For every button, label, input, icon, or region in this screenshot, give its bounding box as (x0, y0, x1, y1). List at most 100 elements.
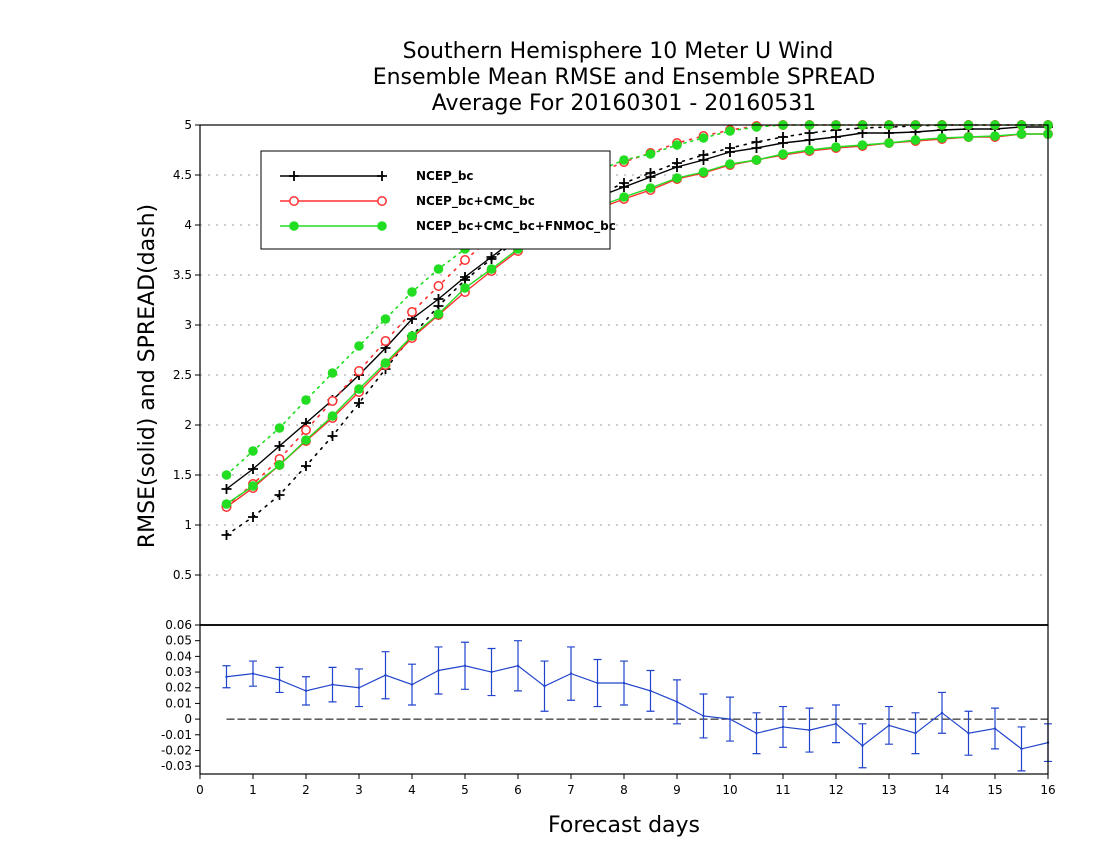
difference-point (304, 689, 308, 693)
legend-label: NCEP_bc (416, 169, 474, 184)
rmse-point (831, 142, 841, 152)
difference-point (331, 683, 334, 686)
spread-point (354, 341, 364, 351)
rmse-point (407, 331, 417, 341)
rmse-point (486, 264, 497, 274)
difference-point (755, 732, 758, 735)
rmse-point (698, 155, 709, 165)
spread-point (248, 512, 258, 522)
spread-point (354, 398, 364, 408)
rmse-point (460, 283, 470, 293)
y-tick-label: 2.5 (173, 368, 192, 382)
rmse-point (857, 140, 868, 150)
rmse-point (672, 162, 682, 172)
difference-point (781, 725, 785, 729)
y-tick-label: 1.5 (173, 468, 192, 482)
x-tick-label: 8 (620, 783, 628, 797)
legend-marker (377, 171, 387, 181)
difference-point (596, 681, 599, 685)
spread-point (221, 530, 232, 540)
x-tick-label: 4 (408, 783, 416, 797)
difference-line (226, 665, 1049, 750)
difference-point (410, 683, 414, 686)
spread-point (274, 423, 285, 433)
rmse-point (725, 159, 735, 169)
y-tick-label: 1 (184, 518, 192, 532)
legend-entry-3: NCEP_bc+CMC_bc+FNMOC_bc (280, 219, 616, 234)
spread-point (698, 133, 709, 143)
y-tick-label: -0.01 (161, 728, 192, 742)
rmse-point (433, 294, 444, 304)
chart-title-line-1: Southern Hemisphere 10 Meter U Wind (403, 39, 834, 64)
x-tick-label: 3 (355, 783, 363, 797)
legend-marker (289, 221, 299, 231)
x-tick-label: 12 (828, 783, 843, 797)
x-tick-label: 9 (673, 783, 681, 797)
chart-title-line-2: Ensemble Mean RMSE and Ensemble SPREAD (373, 65, 876, 90)
difference-point (490, 670, 493, 674)
spread-point (645, 149, 656, 159)
x-tick-label: 7 (567, 783, 575, 797)
spread-point (327, 368, 338, 378)
spread-point (327, 396, 338, 406)
legend: NCEP_bc NCEP_bc+CMC_bc NCEP_bc+CMC_bc+FNMO… (260, 150, 616, 250)
spread-line (225, 124, 1049, 476)
x-tick-label: 1 (249, 783, 257, 797)
difference-point (278, 678, 281, 682)
legend-entry-1: NCEP_bc (280, 169, 474, 184)
y-tick-label: 0.06 (165, 618, 192, 632)
y-tick-label: 0.04 (165, 649, 192, 663)
rmse-point (831, 132, 841, 142)
rmse-spread-panel: 0.5 1 1.5 2 2.5 3 3.5 4 4.5 5 (173, 118, 1053, 626)
legend-label: NCEP_bc+CMC_bc (416, 194, 535, 209)
y-tick-label: 3 (184, 318, 192, 332)
spread-point (301, 425, 311, 435)
difference-point (622, 681, 626, 685)
x-tick-label: 0 (196, 783, 204, 797)
y-tick-label: 0 (184, 712, 192, 726)
spread-point (221, 470, 232, 480)
rmse-point (274, 460, 285, 470)
difference-point (993, 727, 997, 730)
rmse-point (433, 309, 444, 319)
legend-box (260, 150, 611, 250)
x-tick-label: 11 (775, 783, 790, 797)
legend-label: NCEP_bc+CMC_bc+FNMOC_bc (416, 219, 616, 234)
difference-point (463, 664, 467, 667)
legend-marker (289, 171, 299, 181)
spread-point (619, 155, 629, 165)
difference-point (357, 686, 361, 689)
x-tick-label: 5 (461, 783, 469, 797)
rmse-point (990, 131, 1000, 141)
y-tick-label: -0.03 (161, 759, 192, 773)
difference-point (675, 700, 679, 704)
rmse-point (221, 484, 232, 494)
rmse-point (963, 132, 974, 142)
spread-point (460, 255, 470, 265)
spread-point (327, 431, 338, 441)
x-tick-label: 16 (1040, 783, 1055, 797)
difference-point (225, 675, 228, 678)
spread-point (380, 336, 391, 346)
rmse-point (619, 182, 629, 192)
difference-point (1020, 747, 1023, 751)
rmse-point (937, 133, 947, 143)
difference-point (728, 717, 732, 721)
y-tick-label: 0.05 (165, 634, 192, 648)
x-tick-label: 13 (881, 783, 896, 797)
y-tick-label: 0.03 (165, 665, 192, 679)
rmse-point (672, 173, 682, 183)
rmse-point (354, 384, 364, 394)
spread-point (433, 264, 444, 274)
difference-point (702, 714, 705, 718)
rmse-point (460, 272, 470, 282)
rmse-point (884, 138, 894, 148)
difference-point (914, 732, 917, 735)
difference-point (543, 684, 546, 688)
y-axis-label: RMSE(solid) and SPREAD(dash) (135, 204, 160, 548)
legend-entry-2: NCEP_bc+CMC_bc (280, 194, 535, 209)
rmse-point (1016, 129, 1027, 139)
rmse-point (804, 145, 815, 155)
x-tick-label: 6 (514, 783, 522, 797)
difference-point (967, 732, 970, 735)
